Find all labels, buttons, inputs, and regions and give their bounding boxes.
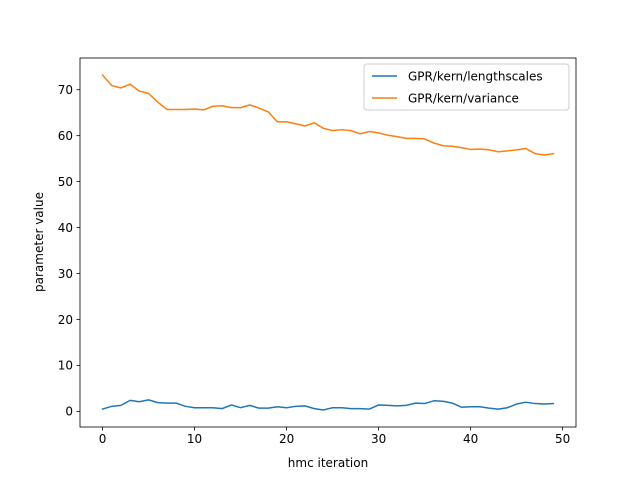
legend-box bbox=[363, 63, 570, 111]
x-tick-label: 50 bbox=[555, 432, 570, 446]
y-tick-label: 0 bbox=[65, 405, 73, 419]
legend: GPR/kern/lengthscales GPR/kern/variance bbox=[363, 63, 570, 111]
x-tick-label: 10 bbox=[187, 432, 202, 446]
x-tick-label: 40 bbox=[463, 432, 478, 446]
x-tick-label: 30 bbox=[371, 432, 386, 446]
y-tick-label: 20 bbox=[58, 313, 73, 327]
plot-area bbox=[79, 57, 577, 428]
y-tick-label: 70 bbox=[58, 83, 73, 97]
x-tick-label: 0 bbox=[99, 432, 107, 446]
x-axis: 0 10 20 30 40 50 bbox=[99, 427, 570, 446]
y-tick-label: 40 bbox=[58, 221, 73, 235]
legend-label-1: GPR/kern/variance bbox=[408, 91, 519, 105]
y-axis-label: parameter value bbox=[32, 192, 46, 292]
y-tick-label: 10 bbox=[58, 359, 73, 373]
y-axis: 0 10 20 30 40 50 60 70 bbox=[58, 83, 80, 419]
legend-label-0: GPR/kern/lengthscales bbox=[408, 69, 543, 83]
x-tick-label: 20 bbox=[279, 432, 294, 446]
series-line-0 bbox=[101, 399, 555, 411]
series-line-1 bbox=[101, 73, 555, 156]
x-axis-label: hmc iteration bbox=[288, 456, 368, 470]
axes-frame bbox=[79, 57, 577, 428]
y-tick-label: 50 bbox=[58, 175, 73, 189]
y-tick-label: 30 bbox=[58, 267, 73, 281]
y-tick-label: 60 bbox=[58, 129, 73, 143]
